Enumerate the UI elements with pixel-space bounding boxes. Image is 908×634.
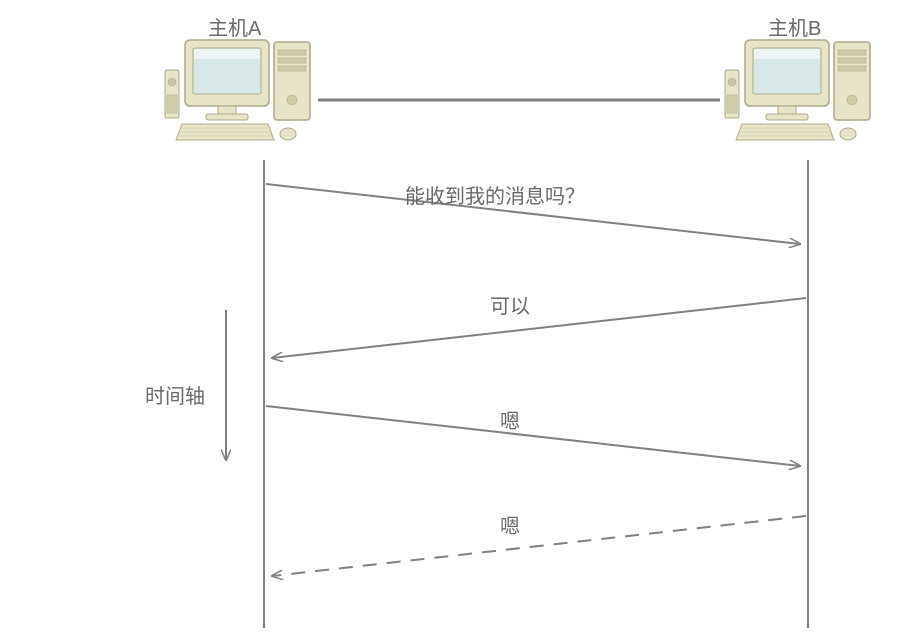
sequence-diagram — [0, 0, 908, 634]
host-b-label: 主机B — [768, 12, 821, 41]
message-label-4: 嗯 — [500, 510, 520, 539]
host-b-computer — [725, 40, 870, 140]
timeline-label: 时间轴 — [145, 380, 205, 409]
message-label-3: 嗯 — [500, 405, 520, 434]
message-arrow-2 — [272, 298, 806, 358]
message-label-2: 可以 — [490, 290, 530, 319]
host-a-computer — [165, 40, 310, 140]
message-arrow-4 — [272, 516, 806, 576]
message-label-1: 能收到我的消息吗？ — [405, 180, 585, 209]
message-arrow-3 — [266, 406, 800, 466]
host-a-label: 主机A — [208, 12, 261, 41]
